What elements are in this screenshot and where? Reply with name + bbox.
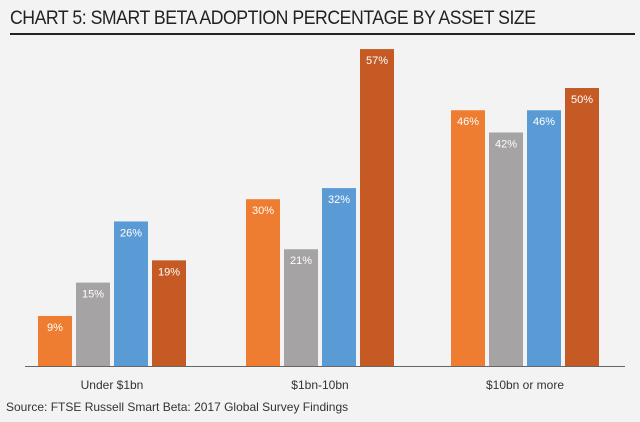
data-label: 30% (252, 205, 274, 217)
data-label: 9% (47, 322, 63, 334)
data-label: 42% (495, 138, 517, 150)
bar (38, 315, 72, 366)
data-label: 46% (533, 116, 555, 128)
bar (527, 110, 561, 367)
data-label: 21% (290, 255, 312, 267)
bar (284, 249, 318, 366)
data-label: 57% (366, 55, 388, 67)
data-label: 50% (571, 94, 593, 106)
bar (360, 49, 394, 366)
bar (565, 88, 599, 366)
bar (451, 110, 485, 367)
category-label: $10bn or more (486, 378, 564, 392)
bar (489, 132, 523, 366)
data-label: 46% (457, 116, 479, 128)
source-note: Source: FTSE Russell Smart Beta: 2017 Gl… (6, 400, 349, 414)
category-label: $1bn-10bn (291, 378, 348, 392)
bar (322, 188, 356, 366)
category-label: Under $1bn (81, 378, 144, 392)
chart-title: CHART 5: SMART BETA ADOPTION PERCENTAGE … (10, 8, 536, 29)
data-label: 32% (328, 194, 350, 206)
bar (114, 221, 148, 366)
bar (246, 199, 280, 366)
data-label: 19% (158, 266, 180, 278)
bar (152, 260, 186, 366)
data-label: 26% (120, 227, 142, 239)
data-label: 15% (82, 289, 104, 301)
bar (76, 282, 110, 366)
title-underline (10, 33, 635, 35)
